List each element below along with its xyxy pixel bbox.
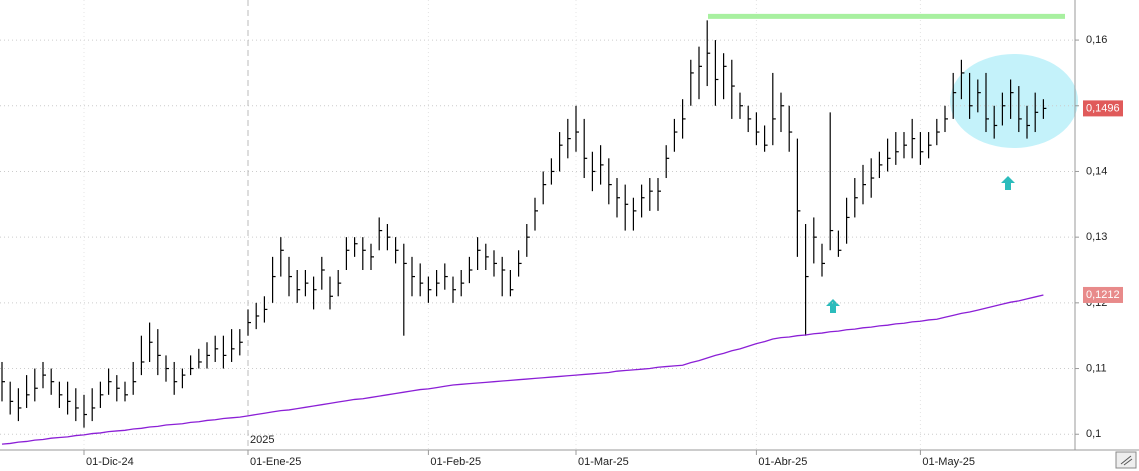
moving-average xyxy=(1,294,1044,445)
x-tick-label: 01-Feb-25 xyxy=(430,456,481,468)
y-tick-label: 0,13 xyxy=(1086,231,1107,243)
x-tick-label: 01-May-25 xyxy=(922,456,975,468)
y-tick-label: 0,16 xyxy=(1086,34,1107,46)
x-tick-label: 01-Mar-25 xyxy=(578,456,629,468)
price-tag-label: 0,1496 xyxy=(1086,102,1120,114)
y-tick-label: 0,14 xyxy=(1086,165,1107,177)
arrow-up xyxy=(1001,176,1015,190)
price-tag xyxy=(1083,286,1123,303)
x-tick-label: 01-Ene-25 xyxy=(250,456,301,468)
price-tag xyxy=(1083,100,1123,117)
y-tick-label: 0,1 xyxy=(1086,428,1101,440)
scroll-icon-glyph xyxy=(1120,455,1133,466)
x-tick-label: 01-Dic-24 xyxy=(86,456,134,468)
y-tick-label: 0,11 xyxy=(1086,362,1107,374)
highlight-ellipse xyxy=(950,54,1078,148)
x-tick-label: 01-Abr-25 xyxy=(758,456,807,468)
price-tag-label: 0,1212 xyxy=(1086,289,1120,301)
year-label: 2025 xyxy=(250,434,274,446)
